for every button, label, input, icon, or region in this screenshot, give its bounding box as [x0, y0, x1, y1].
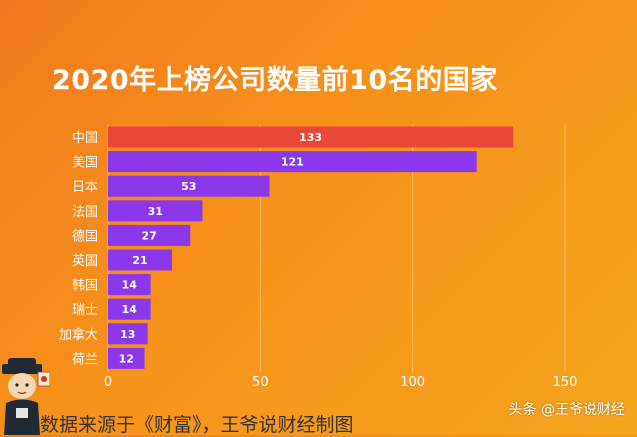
- value-label: 121: [281, 156, 304, 169]
- x-tick-label: 50: [252, 375, 269, 390]
- category-label: 英国: [72, 254, 98, 269]
- category-label: 瑞士: [72, 303, 98, 318]
- x-tick-label: 150: [553, 375, 578, 390]
- value-label: 21: [132, 254, 147, 267]
- category-label: 荷兰: [72, 352, 98, 367]
- value-label: 133: [299, 131, 322, 144]
- x-tick-label: 100: [400, 375, 425, 390]
- chart-title: 2020年上榜公司数量前10名的国家: [52, 65, 498, 96]
- bar: [108, 249, 172, 271]
- value-label: 14: [122, 279, 138, 292]
- bar: [108, 224, 191, 246]
- category-label: 韩国: [72, 279, 98, 294]
- value-label: 13: [120, 328, 135, 341]
- bar: [108, 126, 514, 148]
- value-label: 12: [119, 352, 134, 365]
- value-label: 14: [122, 303, 138, 316]
- bar: [108, 200, 203, 222]
- value-label: 31: [148, 205, 163, 218]
- category-label: 德国: [72, 229, 98, 244]
- watermark: 头条 @王爷说财经: [508, 402, 625, 418]
- bar: [108, 347, 145, 369]
- category-label: 加拿大: [59, 327, 98, 343]
- category-label: 中国: [72, 131, 98, 146]
- category-label: 美国: [72, 156, 98, 171]
- category-label: 法国: [72, 205, 98, 220]
- value-label: 27: [141, 229, 156, 242]
- x-tick-label: 0: [104, 375, 112, 390]
- value-label: 53: [181, 180, 196, 193]
- mascot-icon: [2, 358, 50, 435]
- bar: [108, 175, 270, 197]
- bar: [108, 274, 151, 296]
- bar: [108, 323, 148, 345]
- category-label: 日本: [72, 180, 98, 195]
- bar: [108, 298, 151, 320]
- bar: [108, 151, 477, 173]
- source-footer: 数据来源于《财富》，王爷说财经制图: [40, 414, 354, 436]
